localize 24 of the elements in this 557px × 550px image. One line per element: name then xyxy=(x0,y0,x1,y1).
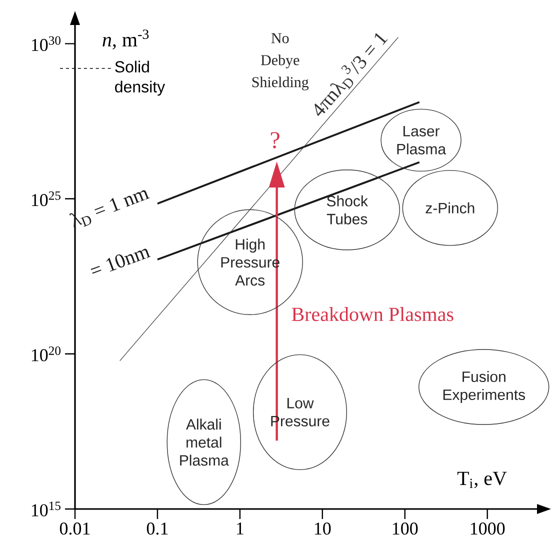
y-tick-label: 10$^{15}$ xyxy=(32,502,60,516)
annotation: Laser Plasma xyxy=(397,126,446,154)
annotation: No Debye Shielding xyxy=(252,33,309,90)
annotation: ? xyxy=(270,132,280,148)
annotation: Shock Tubes xyxy=(326,195,368,224)
annotation: z-Pinch xyxy=(426,202,474,214)
text: = 10nm xyxy=(90,248,151,274)
x-tick-label: 0.01 xyxy=(60,522,90,535)
y-tick-label: 10$^{30}$ xyxy=(32,36,60,52)
x-tick-label: 1000 xyxy=(470,522,505,535)
text: λ$_{D}$ = 1 nm xyxy=(69,190,150,228)
annotation: Alkali metal Plasma xyxy=(180,418,229,466)
x-tick-label: 10 xyxy=(314,522,331,535)
x-axis-title: T$_{i}$, eV xyxy=(457,472,507,488)
ref-line-label: Solid density xyxy=(115,60,166,96)
annotation: Fusion Experiments xyxy=(443,371,525,404)
y-tick-label: 10$^{25}$ xyxy=(32,191,60,206)
x-tick-label: 100 xyxy=(392,522,418,535)
text: 4πnλ$_{D}$$^{3}$/3 = 1 xyxy=(314,33,388,116)
series-label: Breakdown Plasmas xyxy=(292,307,454,322)
y-axis-title: n, m$^{-3}$ xyxy=(102,30,149,50)
x-tick-label: 0.1 xyxy=(146,522,168,535)
y-tick-label: 10$^{20}$ xyxy=(32,346,60,362)
x-tick-label: 1 xyxy=(237,522,244,534)
